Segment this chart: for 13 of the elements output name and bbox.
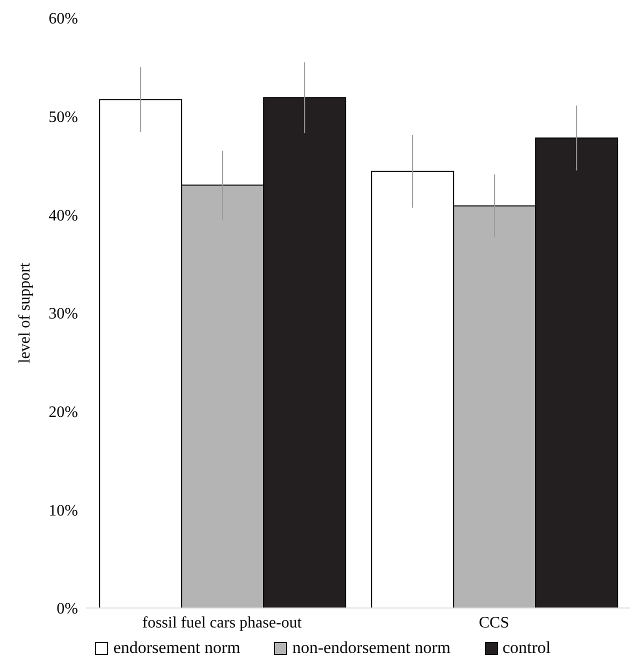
y-tick-label: 50% [48,109,78,126]
y-tick-label: 20% [48,404,78,422]
y-tick-label: 10% [48,502,78,520]
legend-label: non-endorsement norm [292,638,450,658]
y-tick-label: 60% [48,10,78,28]
y-tick-label: 40% [48,207,78,224]
y-tick-label: 30% [48,306,78,323]
y-axis-title: level of support [16,262,34,364]
x-tick-label: CCS [478,614,510,632]
y-tick-label: 0% [56,600,78,618]
legend-label: control [502,638,551,658]
legend-label: endorsement norm [113,638,240,658]
x-tick-label: fossil fuel cars phase-out [142,614,302,632]
